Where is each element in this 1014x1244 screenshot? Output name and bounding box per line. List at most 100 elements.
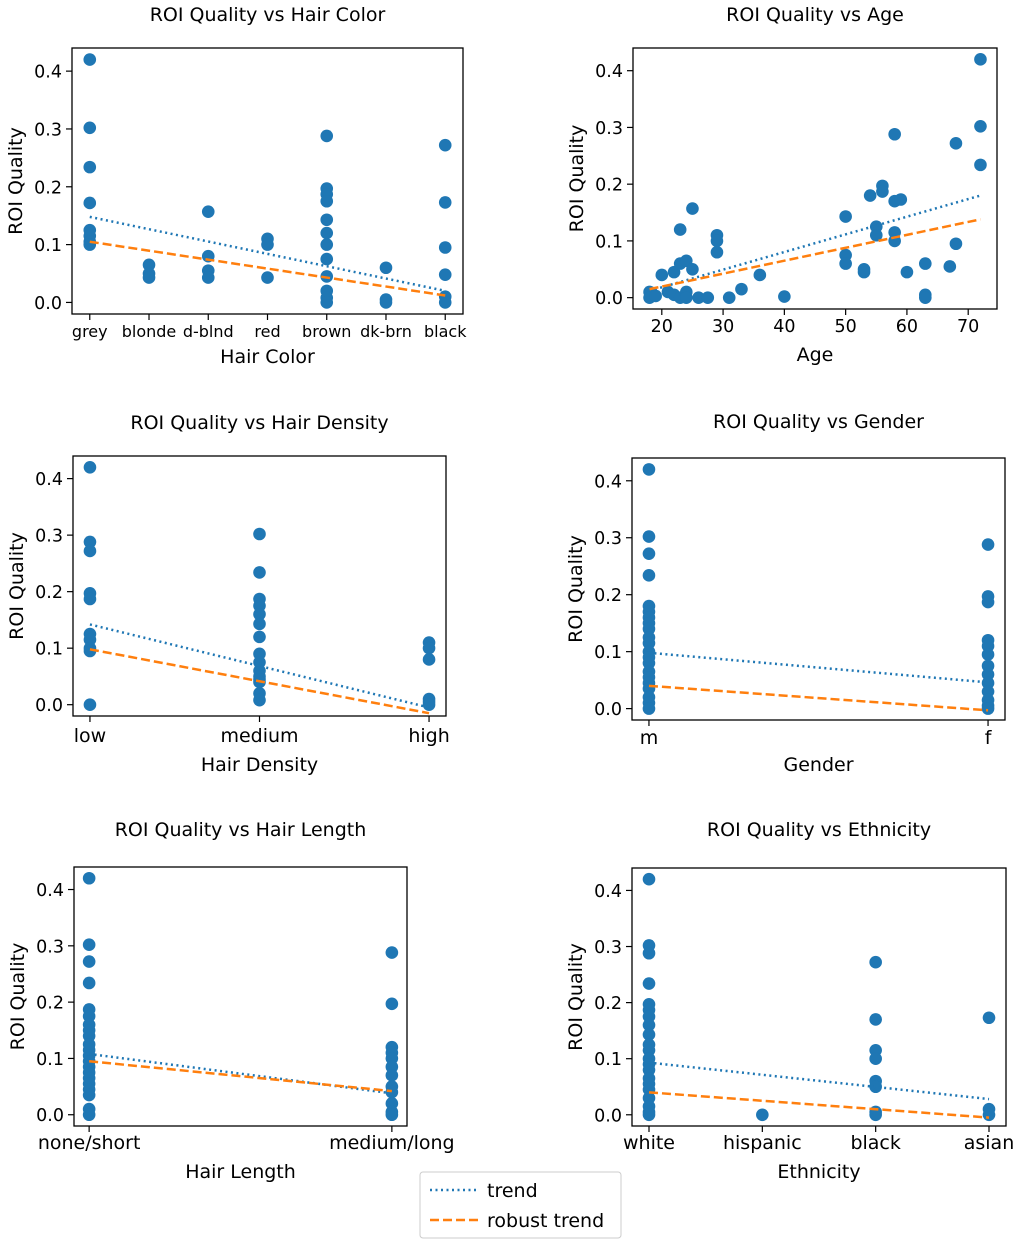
y-axis-label: ROI Quality xyxy=(565,943,587,1051)
data-point xyxy=(253,630,266,644)
data-point xyxy=(385,946,399,959)
x-tick-label: m xyxy=(640,727,659,749)
data-point xyxy=(82,871,96,885)
data-point xyxy=(253,607,266,621)
data-point xyxy=(735,282,748,296)
y-tick-label: 0.0 xyxy=(594,1106,622,1126)
data-point xyxy=(83,544,97,558)
data-point xyxy=(320,226,334,240)
y-tick-label: 0.3 xyxy=(595,119,623,139)
data-point xyxy=(981,648,995,661)
data-point xyxy=(438,268,452,281)
chart-title: ROI Quality vs Hair Length xyxy=(115,819,367,841)
data-point xyxy=(949,237,963,251)
data-point xyxy=(253,617,266,631)
data-point xyxy=(753,268,767,282)
data-point xyxy=(692,291,705,304)
chart-panel-2: ROI Quality vs Age 0.0 0.1 0.2 0.3 0.4 20 30 40 5… xyxy=(566,4,998,366)
data-point xyxy=(642,463,656,476)
y-tick-label: 0.3 xyxy=(34,120,62,140)
x-tick-label: hispanic xyxy=(723,1132,802,1154)
y-tick-label: 0.2 xyxy=(594,586,622,606)
data-point xyxy=(869,1108,882,1122)
legend: trend robust trend xyxy=(419,1171,622,1239)
axes-frame xyxy=(631,867,1007,1127)
data-point xyxy=(839,257,852,270)
chart-panel-5: ROI Quality vs Hair Length 0.0 0.1 0.2 0.3 0.… xyxy=(7,819,455,1183)
y-axis-label: ROI Quality xyxy=(565,535,587,643)
x-tick-label: d-blnd xyxy=(183,322,234,341)
x-axis-label: Hair Density xyxy=(201,754,318,776)
data-point xyxy=(83,238,97,251)
data-point xyxy=(253,566,266,579)
x-axis-label: Hair Length xyxy=(185,1161,296,1183)
data-point xyxy=(422,698,436,711)
data-point xyxy=(701,291,715,304)
data-point xyxy=(949,137,963,150)
data-point xyxy=(83,698,97,711)
data-point xyxy=(778,290,791,303)
axes-frame xyxy=(631,457,1006,721)
y-tick-label: 0.1 xyxy=(36,1050,64,1070)
x-tick-label: 30 xyxy=(712,317,734,337)
y-tick-label: 0.0 xyxy=(35,696,63,716)
x-tick-label: red xyxy=(254,322,280,341)
data-point xyxy=(142,271,156,284)
chart-panel-6: ROI Quality vs Ethnicity 0.0 0.1 0.2 0.3 0.4 w… xyxy=(565,819,1014,1183)
data-point xyxy=(320,252,334,266)
data-point xyxy=(655,268,669,282)
data-point xyxy=(974,120,987,133)
trend-line xyxy=(89,215,446,293)
data-point xyxy=(320,238,334,251)
data-point xyxy=(82,1108,96,1122)
data-point xyxy=(422,653,436,666)
data-point xyxy=(982,1011,996,1025)
data-point xyxy=(253,527,266,541)
x-tick-label: high xyxy=(408,725,449,747)
data-point xyxy=(756,1108,769,1122)
data-point xyxy=(642,569,656,582)
data-point xyxy=(385,997,399,1011)
data-point xyxy=(201,205,215,218)
data-point xyxy=(888,127,901,141)
y-tick-label: 0.4 xyxy=(35,470,63,490)
data-point xyxy=(83,592,97,606)
chart-panel-1: ROI Quality vs Hair Color 0.0 0.1 0.2 0.3 0.4… xyxy=(5,4,467,368)
data-point xyxy=(82,938,96,951)
data-point xyxy=(320,194,334,208)
data-point xyxy=(261,271,274,284)
y-tick-label: 0.0 xyxy=(36,1106,64,1126)
data-point xyxy=(974,158,987,172)
data-point xyxy=(981,538,995,551)
data-point xyxy=(422,641,436,655)
data-point xyxy=(385,1069,399,1082)
x-tick-label: medium/long xyxy=(329,1132,455,1154)
data-point xyxy=(642,547,656,560)
data-point xyxy=(943,260,957,273)
data-point xyxy=(869,1080,882,1094)
trend-line xyxy=(88,1052,393,1095)
x-axis-label: Hair Color xyxy=(220,346,315,368)
chart-title: ROI Quality vs Gender xyxy=(713,411,924,433)
data-point xyxy=(722,291,736,304)
y-tick-label: 0.4 xyxy=(595,62,623,82)
data-point xyxy=(981,702,995,715)
x-tick-label: asian xyxy=(964,1132,1014,1154)
x-tick-label: blonde xyxy=(122,322,177,341)
chart-title: ROI Quality vs Ethnicity xyxy=(707,819,931,841)
chart-title: ROI Quality vs Age xyxy=(726,4,904,26)
data-point xyxy=(710,245,724,259)
data-point xyxy=(686,202,699,215)
data-point xyxy=(876,185,889,198)
y-tick-label: 0.0 xyxy=(594,700,622,720)
data-point xyxy=(642,946,656,960)
axes-frame xyxy=(71,47,464,315)
data-point xyxy=(869,1052,882,1065)
chart-panel-4: ROI Quality vs Gender 0.0 0.1 0.2 0.3 0.4 m f Ge… xyxy=(565,411,1006,776)
y-tick-label: 0.1 xyxy=(594,643,622,663)
data-point xyxy=(385,1108,399,1122)
data-point xyxy=(981,595,995,609)
y-tick-label: 0.3 xyxy=(35,527,63,547)
x-tick-label: none/short xyxy=(38,1132,141,1154)
